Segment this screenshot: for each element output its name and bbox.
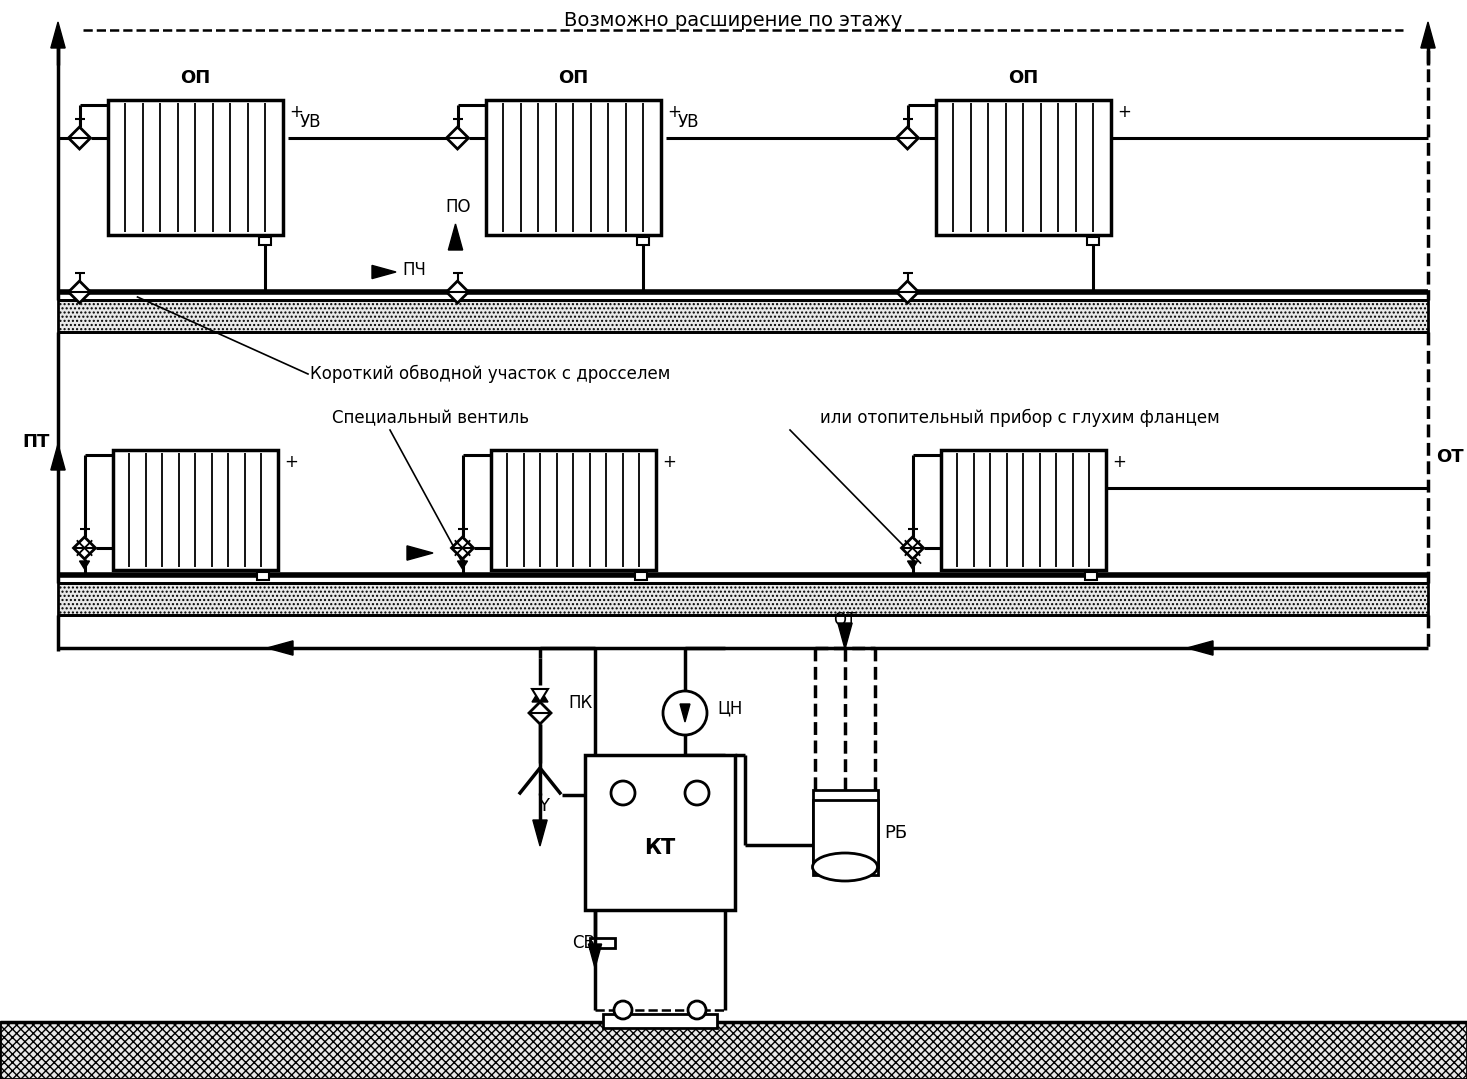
Polygon shape: [533, 689, 549, 702]
Text: Специальный вентиль: Специальный вентиль: [332, 409, 528, 427]
Polygon shape: [73, 537, 95, 559]
Text: +: +: [1112, 453, 1127, 472]
Bar: [59, 583, 1427, 615]
Polygon shape: [681, 704, 689, 722]
Bar: [637, 237, 648, 245]
Polygon shape: [406, 546, 433, 560]
Text: ЦН: ЦН: [717, 699, 742, 718]
Polygon shape: [51, 443, 65, 470]
Text: +: +: [285, 453, 298, 472]
Text: +: +: [667, 103, 682, 121]
Bar: [1087, 237, 1099, 245]
Polygon shape: [446, 127, 468, 149]
Bar: [490, 450, 656, 570]
Polygon shape: [530, 702, 552, 724]
Polygon shape: [51, 22, 65, 47]
Text: ОТ: ОТ: [1436, 448, 1464, 466]
Circle shape: [615, 1001, 632, 1019]
Circle shape: [610, 781, 635, 805]
Polygon shape: [908, 561, 917, 569]
Text: +: +: [289, 103, 304, 121]
Bar: [258, 237, 270, 245]
Polygon shape: [79, 561, 89, 569]
Bar: [257, 572, 268, 581]
Bar: [603, 1014, 717, 1028]
Text: ПТ: ПТ: [22, 433, 50, 451]
Bar: [813, 800, 877, 868]
Polygon shape: [896, 281, 918, 303]
Text: ПО: ПО: [446, 199, 471, 216]
Bar: [107, 100, 283, 235]
Polygon shape: [373, 265, 396, 278]
Text: Y: Y: [538, 797, 550, 815]
Circle shape: [685, 781, 709, 805]
Text: +: +: [663, 453, 676, 472]
Polygon shape: [449, 224, 462, 250]
Polygon shape: [533, 689, 549, 702]
Text: +: +: [1118, 103, 1131, 121]
Polygon shape: [1187, 641, 1213, 655]
Bar: [940, 450, 1106, 570]
Bar: [59, 300, 1427, 332]
Polygon shape: [267, 641, 293, 655]
Text: ПК: ПК: [568, 694, 593, 712]
Bar: [486, 100, 660, 235]
Bar: [590, 938, 615, 948]
Bar: [813, 790, 877, 875]
Bar: [113, 450, 277, 570]
Text: РБ: РБ: [885, 823, 907, 842]
Text: ОП: ОП: [1008, 69, 1039, 87]
Text: КТ: КТ: [644, 837, 676, 858]
Bar: [1084, 572, 1096, 581]
Text: ОП: ОП: [180, 69, 210, 87]
Circle shape: [688, 1001, 706, 1019]
Text: Короткий обводной участок с дросселем: Короткий обводной участок с дросселем: [310, 365, 670, 383]
Polygon shape: [69, 127, 91, 149]
Bar: [585, 755, 735, 910]
Polygon shape: [69, 281, 91, 303]
Bar: [0, 1022, 1467, 1079]
Text: ПЧ: ПЧ: [402, 261, 425, 279]
Polygon shape: [1422, 22, 1435, 47]
Text: или отопительный прибор с глухим фланцем: или отопительный прибор с глухим фланцем: [820, 409, 1219, 427]
Polygon shape: [533, 820, 547, 846]
Text: ОП: ОП: [557, 69, 588, 87]
Ellipse shape: [813, 853, 877, 880]
Bar: [635, 572, 647, 581]
Polygon shape: [458, 561, 468, 569]
Text: ОТ: ОТ: [833, 611, 857, 629]
Text: УВ: УВ: [299, 113, 321, 131]
Polygon shape: [446, 281, 468, 303]
Bar: [936, 100, 1111, 235]
Polygon shape: [902, 537, 924, 559]
Circle shape: [663, 691, 707, 735]
Text: Возможно расширение по этажу: Возможно расширение по этажу: [565, 11, 902, 29]
Polygon shape: [896, 127, 918, 149]
Polygon shape: [838, 623, 852, 648]
Text: УВ: УВ: [678, 113, 700, 131]
Polygon shape: [452, 537, 474, 559]
Polygon shape: [588, 944, 601, 968]
Text: СВ: СВ: [572, 934, 596, 952]
